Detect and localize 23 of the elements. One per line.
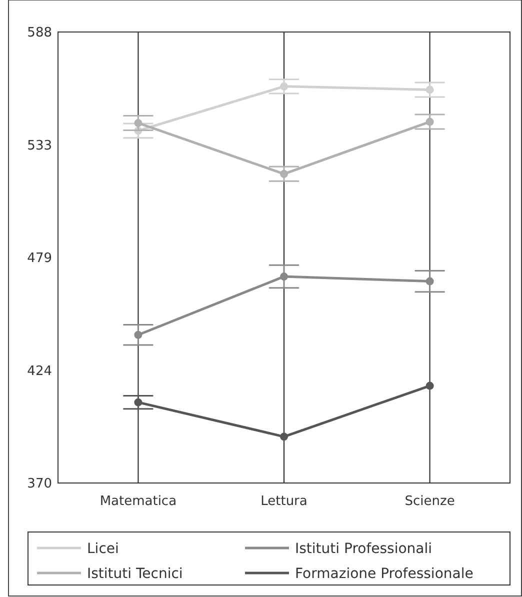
- legend-label: Istituti Tecnici: [87, 566, 183, 582]
- y-tick-label: 479: [27, 251, 52, 266]
- y-tick-label: 588: [27, 26, 52, 41]
- y-tick-label: 370: [27, 476, 52, 492]
- y-tick-label: 533: [27, 138, 52, 154]
- point: [280, 170, 288, 178]
- point: [280, 272, 288, 281]
- point: [280, 432, 288, 441]
- point: [134, 398, 142, 406]
- point: [426, 118, 434, 126]
- x-tick-label: Lettura: [260, 494, 308, 509]
- legend-label: Istituti Professionali: [295, 540, 432, 557]
- point: [134, 119, 142, 128]
- legend-label: Formazione Professionale: [295, 566, 474, 582]
- point: [134, 330, 142, 339]
- x-tick-label: Matematica: [100, 494, 177, 509]
- point: [426, 277, 434, 286]
- y-tick-label: 424: [27, 364, 52, 379]
- point: [426, 382, 434, 390]
- point: [280, 82, 288, 90]
- legend-label: Licei: [87, 540, 119, 557]
- point: [426, 86, 434, 94]
- x-tick-label: Scienze: [404, 494, 455, 509]
